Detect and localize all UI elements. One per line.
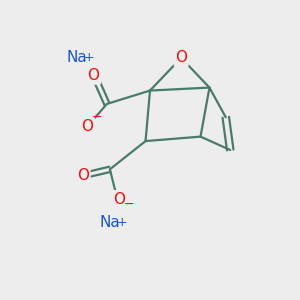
Text: O: O <box>113 191 125 206</box>
Text: Na: Na <box>67 50 88 65</box>
Text: Na: Na <box>100 215 120 230</box>
Text: O: O <box>88 68 100 83</box>
Text: +: + <box>84 51 94 64</box>
Text: O: O <box>82 119 94 134</box>
Text: O: O <box>175 50 187 65</box>
Text: −: − <box>123 198 134 211</box>
Text: +: + <box>116 216 127 229</box>
Text: −: − <box>91 111 102 124</box>
Text: O: O <box>77 168 89 183</box>
